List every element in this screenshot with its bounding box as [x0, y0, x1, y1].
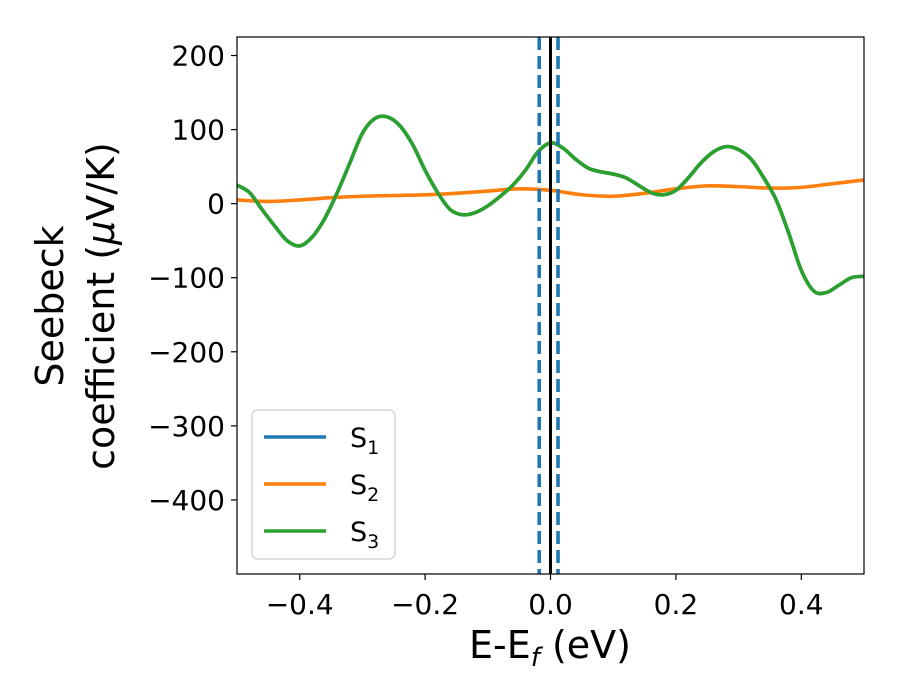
y-axis-label-line2: coefficient (μV/K) [79, 142, 123, 470]
legend-label-s2: S2 [350, 470, 379, 506]
x-axis-label: E-Ef (eV) [469, 623, 631, 673]
x-tick-label: 0.0 [528, 588, 573, 621]
y-tick-label: 0 [207, 188, 225, 221]
y-tick-label: −100 [148, 262, 225, 295]
y-tick-label: −400 [148, 484, 225, 517]
x-tick-label: 0.4 [779, 588, 824, 621]
vertical-lines-layer [537, 37, 560, 574]
y-tick-label: 200 [172, 40, 225, 73]
legend: S1 S2 S3 [251, 409, 396, 560]
legend-label-s3: S3 [350, 517, 379, 553]
ticks-layer: −0.4 −0.2 0.0 0.2 0.4 200 100 0 −100 −200 −300 −400 [148, 40, 823, 621]
y-tick-label: 100 [172, 114, 225, 147]
y-tick-label: −200 [148, 336, 225, 369]
y-tick-label: −300 [148, 410, 225, 443]
legend-label-s1: S1 [350, 423, 379, 459]
x-tick-label: −0.4 [266, 588, 334, 621]
y-axis-label: Seebeck coefficient (μV/K) [28, 142, 123, 470]
x-tick-label: 0.2 [654, 588, 699, 621]
y-axis-label-line1: Seebeck [28, 225, 72, 386]
x-tick-label: −0.2 [391, 588, 459, 621]
